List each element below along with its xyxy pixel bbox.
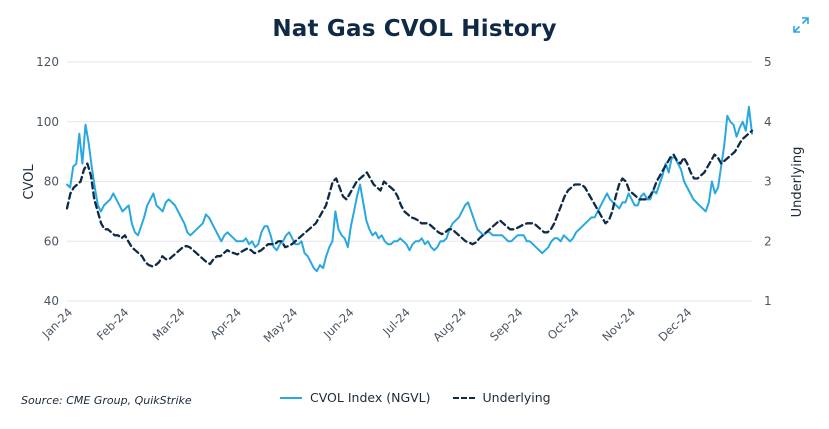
x-tick-label: Feb-24 bbox=[94, 305, 132, 343]
y-axis-right-ticks: 1 2 3 4 5 bbox=[764, 55, 772, 308]
y-axis-left-ticks: 40 60 80 100 120 bbox=[36, 55, 59, 308]
legend-item-cvol[interactable]: CVOL Index (NGVL) bbox=[280, 390, 431, 405]
legend-swatch-underlying bbox=[452, 396, 475, 399]
x-tick-label: Aug-24 bbox=[430, 305, 469, 344]
legend-swatch-cvol bbox=[280, 396, 302, 399]
y2-tick-label: 2 bbox=[764, 234, 772, 248]
y-tick-label: 60 bbox=[44, 234, 59, 248]
x-tick-label: Mar-24 bbox=[150, 305, 188, 343]
y2-tick-label: 3 bbox=[764, 175, 772, 189]
y-tick-label: 120 bbox=[36, 55, 59, 69]
x-tick-label: Jan-24 bbox=[39, 305, 75, 341]
x-tick-label: Oct-24 bbox=[545, 305, 582, 342]
y2-tick-label: 5 bbox=[764, 55, 772, 69]
y-tick-label: 80 bbox=[44, 175, 59, 189]
y2-tick-label: 4 bbox=[764, 115, 772, 129]
y-tick-label: 40 bbox=[44, 294, 59, 308]
chart-grid bbox=[67, 61, 752, 302]
x-tick-label: Nov-24 bbox=[599, 305, 638, 344]
series-line-cvol bbox=[66, 105, 753, 273]
y-axis-left-label: CVOL bbox=[22, 164, 37, 200]
page-title: Nat Gas CVOL History bbox=[272, 16, 557, 42]
chart-series bbox=[65, 105, 754, 273]
y2-tick-label: 1 bbox=[764, 294, 772, 308]
x-tick-label: Sep-24 bbox=[487, 305, 526, 344]
y-axis-right-label: Underlying bbox=[790, 147, 805, 218]
x-tick-label: Apr-24 bbox=[207, 305, 244, 342]
source-note: Source: CME Group, QuikStrike bbox=[21, 394, 192, 407]
x-tick-label: Jun-24 bbox=[320, 305, 357, 342]
series-line-underlying bbox=[65, 129, 754, 268]
y-tick-label: 100 bbox=[36, 115, 59, 129]
x-tick-label: Jul-24 bbox=[379, 305, 413, 339]
legend-label-underlying: Underlying bbox=[482, 390, 551, 405]
x-tick-label: Dec-24 bbox=[655, 305, 694, 344]
legend-item-underlying[interactable]: Underlying bbox=[452, 390, 551, 405]
expand-icon[interactable] bbox=[792, 16, 810, 34]
x-axis-ticks: Jan-24 Feb-24 Mar-24 Apr-24 May-24 Jun-24 Jul-… bbox=[39, 305, 695, 345]
x-tick-label: May-24 bbox=[260, 305, 300, 345]
chart-legend: CVOL Index (NGVL) Underlying bbox=[280, 390, 551, 405]
legend-label-cvol: CVOL Index (NGVL) bbox=[310, 390, 431, 405]
